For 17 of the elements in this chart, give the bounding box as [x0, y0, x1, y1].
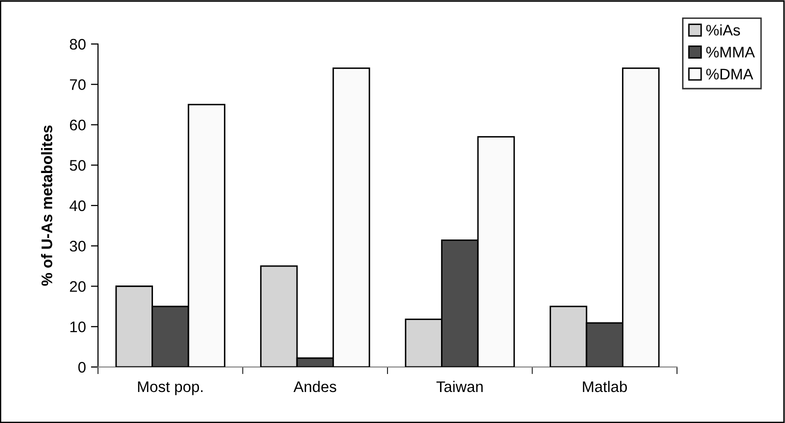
y-tick-label: 0 [78, 362, 86, 373]
x-tick-label: Taiwan [436, 380, 483, 392]
x-tick-label: Andes [293, 380, 336, 392]
legend-label: %iAs [706, 24, 740, 36]
y-tick-label: 80 [70, 38, 86, 50]
y-tick-label: 70 [70, 79, 86, 90]
y-tick-label: 20 [70, 281, 86, 292]
legend-label: %MMA [706, 46, 755, 58]
x-tick-label: Matlab [582, 380, 627, 392]
y-tick-label: 50 [70, 160, 86, 171]
y-tick-label: 10 [70, 321, 86, 332]
legend-label: %DMA [706, 68, 754, 80]
y-tick-label: 60 [70, 120, 86, 130]
y-axis-title: % of U-As metabolites [41, 125, 52, 286]
x-tick-label: Most pop. [138, 381, 203, 396]
y-tick-label: 40 [70, 200, 86, 212]
y-tick-label: 30 [70, 240, 86, 252]
